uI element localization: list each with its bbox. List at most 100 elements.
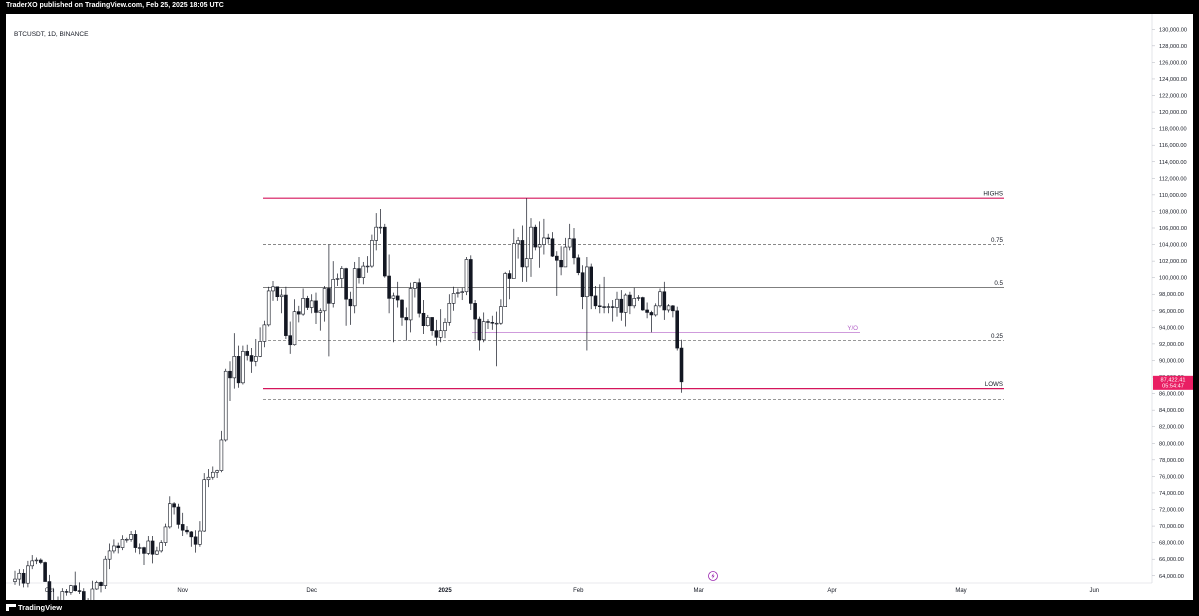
x-tick-label: Mar (694, 588, 704, 594)
candle-body (176, 506, 181, 525)
candle-body (447, 303, 452, 323)
candle-body (288, 335, 293, 346)
y-tick-label: 104,000.00 (1159, 243, 1187, 249)
chart-frame[interactable]: 130,000.00 128,000.00 126,000.00 124,000.00… (6, 14, 1193, 600)
level-label: Y/O (847, 325, 858, 332)
candle-body (258, 341, 262, 357)
candle-body (211, 471, 215, 478)
candle-body (13, 578, 17, 582)
candle-body (357, 268, 361, 278)
candle-body (417, 282, 422, 314)
x-tick-label: May (955, 588, 966, 594)
candle-body (520, 240, 525, 268)
candle-body (636, 297, 641, 299)
candle-body (254, 356, 258, 362)
y-tick-label: 110,000.00 (1159, 193, 1187, 199)
y-tick-label: 96,000.00 (1159, 309, 1184, 315)
candle-body (602, 306, 606, 308)
candle-body (159, 542, 163, 552)
y-tick-label: 118,000.00 (1159, 127, 1187, 133)
y-tick-label: 74,000.00 (1159, 491, 1184, 497)
candle-body (537, 244, 542, 248)
tradingview-logo[interactable]: TradingView (6, 603, 62, 612)
candle-body (309, 300, 314, 308)
candle-body (271, 286, 275, 292)
candle-body (421, 312, 426, 327)
candle-body (559, 259, 563, 268)
candle-body (576, 257, 581, 274)
y-tick-label: 126,000.00 (1159, 60, 1187, 66)
candle-body (413, 282, 417, 289)
candle-body (610, 306, 615, 308)
candle-body (387, 275, 391, 299)
candle-body (666, 305, 671, 311)
candle-body (38, 559, 43, 563)
x-tick-label: 2025 (438, 588, 452, 594)
candle-body (645, 309, 649, 313)
candle-body (73, 585, 77, 591)
candle-body (232, 356, 237, 379)
candle-body (671, 305, 675, 312)
candle-body (172, 503, 176, 508)
candle-body (468, 259, 473, 304)
y-tick-label: 72,000.00 (1159, 508, 1184, 514)
candle-body (378, 226, 383, 229)
candle-body (628, 294, 632, 307)
y-tick-label: 82,000.00 (1159, 425, 1184, 431)
candle-body (90, 588, 95, 600)
candle-body (47, 581, 52, 600)
footer-bar: TradingView (0, 600, 1199, 616)
candle-body (494, 322, 499, 325)
candle-body (43, 562, 47, 582)
candle-body (266, 290, 271, 326)
candle-body (215, 470, 219, 473)
y-tick-label: 92,000.00 (1159, 342, 1184, 348)
candle-body (361, 265, 366, 278)
candle-body (163, 526, 168, 543)
candle-body (649, 312, 654, 316)
level-label: HIGHS (983, 191, 1003, 198)
x-tick-label: Apr (827, 588, 836, 594)
y-tick-label: 128,000.00 (1159, 44, 1187, 50)
candle-body (546, 237, 551, 240)
candle-body (593, 295, 598, 307)
candle-body (193, 536, 198, 545)
candle-body (344, 268, 348, 300)
candle-body (473, 303, 477, 320)
x-tick-label: Nov (177, 588, 188, 594)
candle-body (133, 534, 138, 548)
candle-body (64, 591, 69, 593)
y-tick-label: 64,000.00 (1159, 574, 1184, 580)
candle-body (30, 560, 35, 567)
y-tick-label: 90,000.00 (1159, 358, 1184, 364)
candle-body (279, 294, 284, 298)
candle-body (107, 550, 112, 560)
candle-body (430, 317, 434, 331)
y-tick-label: 80,000.00 (1159, 441, 1184, 447)
candle-body (374, 226, 379, 241)
candle-body (202, 479, 206, 532)
candle-body (408, 288, 413, 321)
candle-body (451, 293, 456, 304)
y-tick-label: 78,000.00 (1159, 458, 1184, 464)
candle-body (477, 318, 482, 341)
candle-body (499, 306, 503, 324)
candle-body (533, 226, 538, 248)
candle-body (606, 306, 611, 308)
level-label: 0.25 (991, 333, 1004, 340)
candle-body (572, 238, 576, 259)
price-chart[interactable]: 130,000.00 128,000.00 126,000.00 124,000.00… (6, 14, 1193, 600)
candle-body (129, 534, 133, 540)
y-tick-label: 114,000.00 (1159, 160, 1187, 166)
symbol-label: BTCUSDT, 1D, BINANCE (14, 31, 89, 38)
bar-countdown: 05:54:47 (1162, 384, 1184, 390)
candle-body (529, 226, 533, 259)
candle-body (185, 529, 189, 533)
plot-area[interactable] (6, 14, 1152, 583)
candle-body (77, 590, 82, 592)
candle-body (318, 310, 323, 313)
candle-body (60, 591, 65, 600)
y-tick-label: 102,000.00 (1159, 259, 1187, 265)
candle-body (619, 298, 624, 313)
candle-body (585, 266, 589, 298)
